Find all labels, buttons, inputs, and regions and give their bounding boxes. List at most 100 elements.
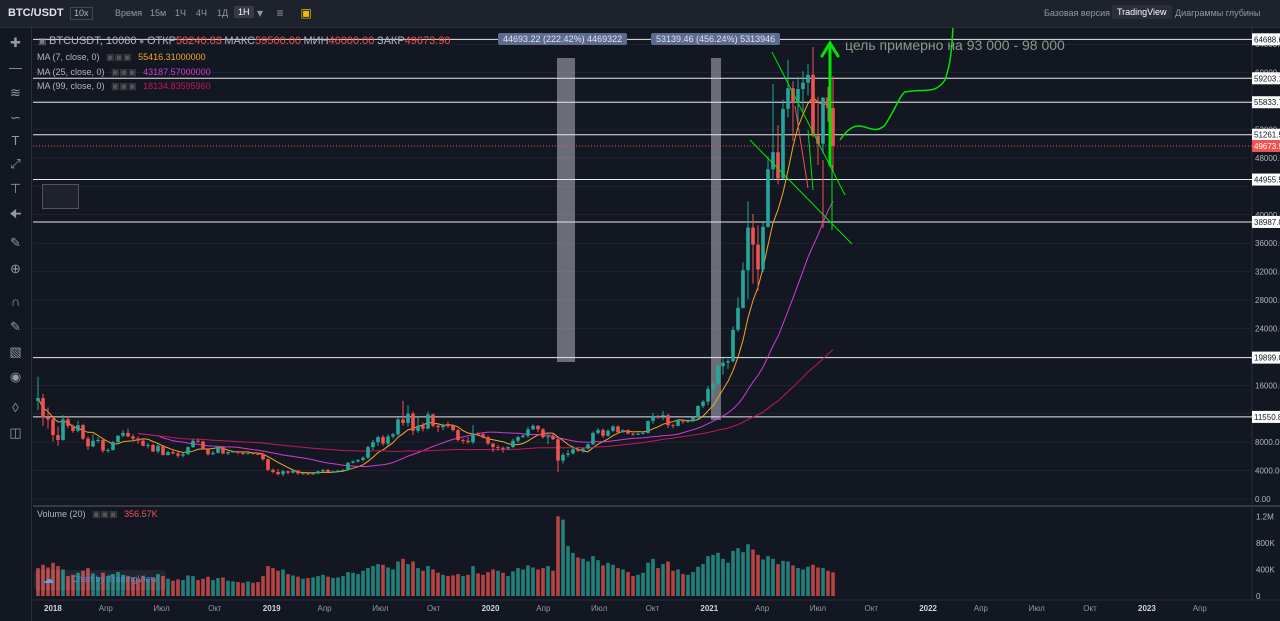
volume-bar xyxy=(491,569,495,596)
tab-basic[interactable]: Базовая версия xyxy=(1044,8,1110,18)
crosshair-icon[interactable]: ✚ xyxy=(10,35,21,50)
zoom-in-icon[interactable]: ⊕ xyxy=(10,261,21,276)
candle-body xyxy=(686,420,690,422)
candle-body xyxy=(456,430,460,441)
tf-1h[interactable]: 1Ч xyxy=(175,8,187,18)
measure-icon[interactable]: ⊤ xyxy=(9,181,22,196)
tf-time[interactable]: Время xyxy=(115,8,143,18)
eye-icon[interactable]: ◉ xyxy=(9,369,22,384)
tf-1w[interactable]: 1Н xyxy=(234,6,254,18)
legend-ma7: MA (7, close, 0) ▣▣▣ 55416.31000000 xyxy=(37,52,206,62)
chart-type-icon[interactable]: ▣ xyxy=(300,6,312,20)
measure-pill-1: 44693.22 (222.42%) 4469322 xyxy=(498,33,628,45)
volume-bar xyxy=(476,573,480,596)
volume-bar xyxy=(326,576,330,596)
pattern-icon[interactable]: ⤢ xyxy=(10,156,21,171)
candle-body xyxy=(811,74,815,136)
volume-bar xyxy=(621,569,625,596)
candle-body xyxy=(636,433,640,435)
volume-bar xyxy=(156,574,160,596)
volume-bar xyxy=(586,561,590,596)
volume-bar xyxy=(111,574,115,596)
level-tag xyxy=(1252,173,1280,186)
candle-body xyxy=(416,425,420,431)
volume-bar xyxy=(606,562,610,596)
trash-icon[interactable]: ◫ xyxy=(9,425,22,440)
back-arrow-icon[interactable]: 🠈 xyxy=(9,206,22,221)
volume-bar xyxy=(576,557,580,596)
candle-body xyxy=(116,435,120,443)
legend-high-value: 59500.00 xyxy=(255,35,301,47)
volume-bar xyxy=(226,580,230,596)
candle-body xyxy=(751,227,755,245)
text-icon[interactable]: T xyxy=(11,133,20,148)
volume-bar xyxy=(246,581,250,596)
volume-bar xyxy=(151,577,155,596)
candle-body xyxy=(76,425,80,431)
candle-body xyxy=(586,444,590,449)
level-label: 11550.8 xyxy=(1254,413,1280,422)
candle-body xyxy=(831,108,835,147)
volume-bar xyxy=(411,561,415,596)
tab-tradingview[interactable]: TradingView xyxy=(1112,5,1172,19)
symbol-label[interactable]: BTC/USDT xyxy=(8,7,64,19)
volume-bar xyxy=(506,576,510,596)
time-tick-label: Окт xyxy=(1083,604,1097,613)
candle-body xyxy=(286,471,290,473)
tf-15m[interactable]: 15м xyxy=(150,8,167,18)
volume-bar xyxy=(726,562,730,596)
indicators-icon[interactable]: ≡ xyxy=(276,6,284,20)
candle-body xyxy=(421,425,425,429)
volume-bar xyxy=(371,566,375,596)
candle-body xyxy=(406,413,410,423)
volume-bar xyxy=(366,568,370,596)
tf-4h[interactable]: 4Ч xyxy=(196,8,208,18)
candle-body xyxy=(496,447,500,449)
chevron-down-icon[interactable]: ▾ xyxy=(256,6,264,20)
time-tick-label: Июл xyxy=(1029,604,1046,613)
level-tag xyxy=(1252,128,1280,141)
candle-body xyxy=(651,415,655,421)
price-tick-label: 0.00 xyxy=(1255,495,1271,504)
tf-1d[interactable]: 1Д xyxy=(217,8,229,18)
volume-bar xyxy=(571,552,575,596)
time-tick-label: Апр xyxy=(974,604,989,613)
candle-body xyxy=(701,401,705,406)
volume-bar xyxy=(591,556,595,596)
trendline-icon[interactable]: ― xyxy=(9,60,22,75)
level-tag xyxy=(1252,215,1280,228)
volume-bar xyxy=(481,574,485,596)
magnet-icon[interactable]: ∩ xyxy=(10,294,21,309)
candle-body xyxy=(631,433,635,435)
candle-body xyxy=(671,425,675,427)
watermark-text: Chart by TradingView xyxy=(71,574,157,584)
volume-bar xyxy=(306,578,310,596)
pitchfork-icon[interactable]: ≋ xyxy=(10,85,21,100)
floating-tool-widget[interactable] xyxy=(42,184,79,209)
candle-body xyxy=(66,419,70,426)
layers-icon[interactable]: ◊ xyxy=(12,400,19,415)
lock-drawing-icon[interactable]: ✎ xyxy=(10,319,21,334)
ma25-value: 43187.57000000 xyxy=(143,67,211,77)
candle-body xyxy=(661,415,665,417)
price-tick-label: 16000.00 xyxy=(1255,381,1280,390)
volume-bar xyxy=(701,564,705,596)
volume-bar xyxy=(356,574,360,596)
leverage-badge[interactable]: 10x xyxy=(70,7,93,20)
tradingview-watermark[interactable]: ☁ Chart by TradingView xyxy=(34,570,166,590)
candle-body xyxy=(511,440,515,448)
tab-depth[interactable]: Диаграммы глубины xyxy=(1175,8,1261,18)
volume-bar xyxy=(611,564,615,596)
lock-icon[interactable]: ▧ xyxy=(9,344,22,359)
ruler-icon[interactable]: ✎ xyxy=(10,235,21,250)
brush-icon[interactable]: ∽ xyxy=(10,110,21,125)
candle-body xyxy=(271,469,275,472)
volume-bar xyxy=(391,569,395,596)
candle-body xyxy=(486,437,490,444)
candle-body xyxy=(231,451,235,453)
volume-tick-label: 400K xyxy=(1256,565,1275,574)
projection-curve xyxy=(839,27,954,141)
candle-body xyxy=(576,449,580,451)
candle-body xyxy=(706,388,710,402)
